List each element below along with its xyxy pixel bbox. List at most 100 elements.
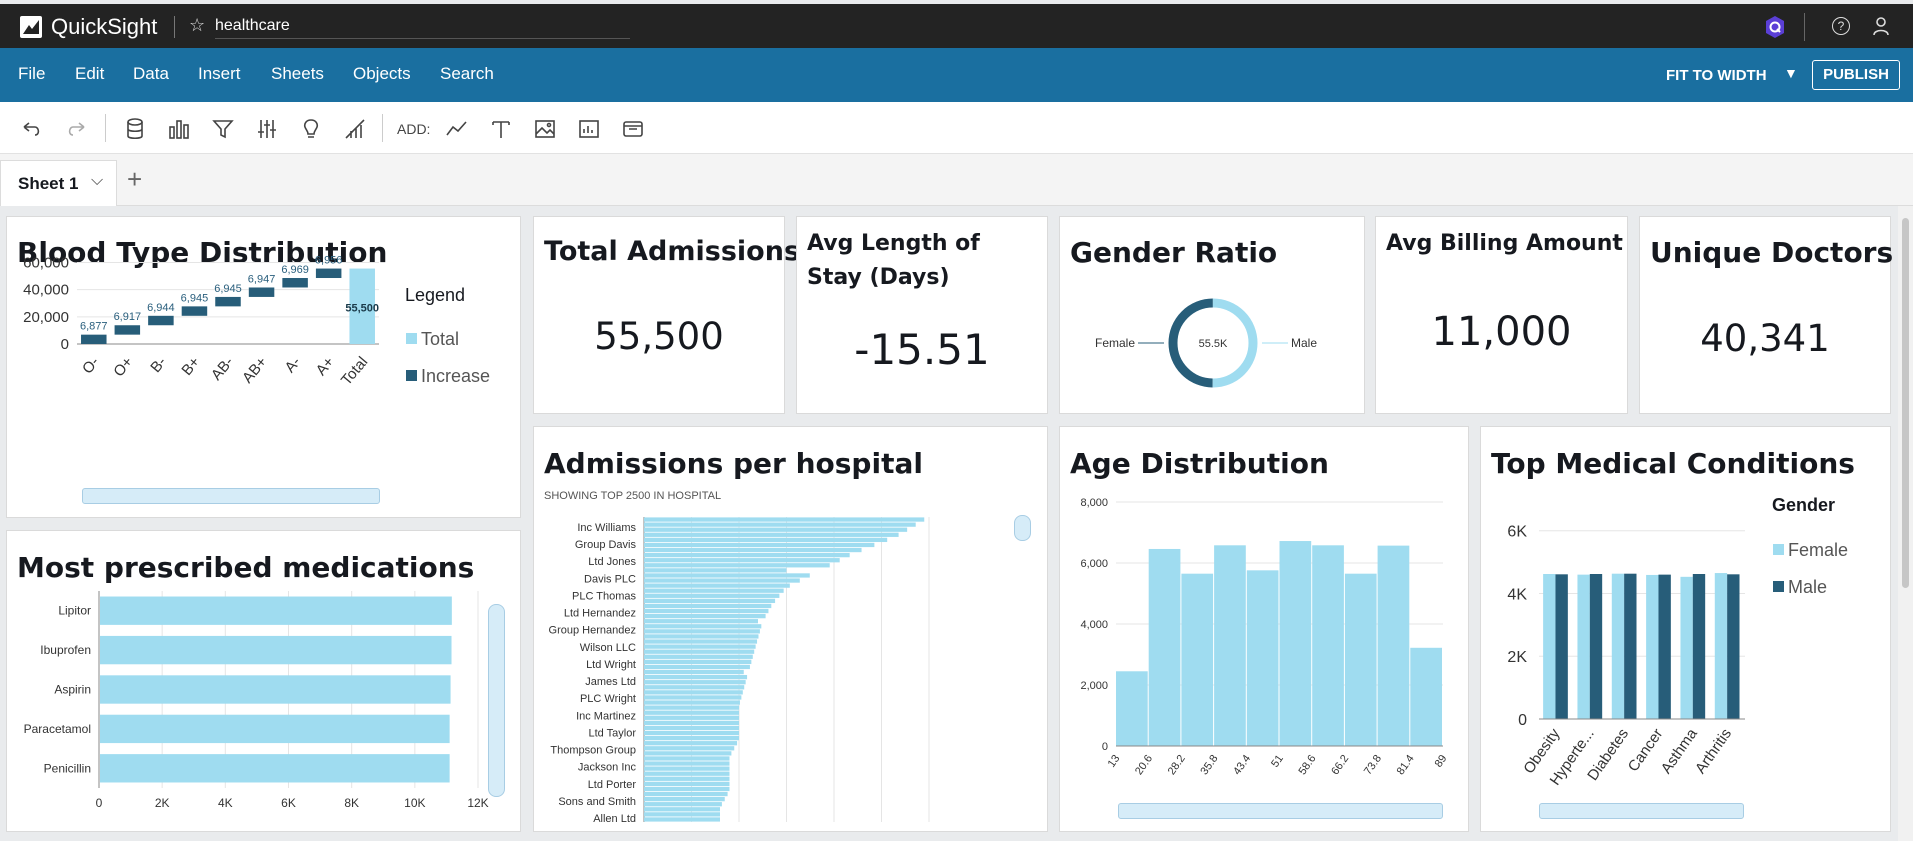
- data-label: 6,877: [80, 321, 108, 333]
- range-slider[interactable]: [1118, 803, 1443, 819]
- insights-icon[interactable]: [298, 116, 324, 142]
- menu-insert[interactable]: Insert: [198, 64, 241, 83]
- kpi-value: 55,500: [594, 315, 724, 358]
- amazon-q-icon[interactable]: [1764, 15, 1786, 39]
- bar: [644, 634, 759, 639]
- data-label: 6,969: [281, 264, 309, 276]
- visual-title: Total Admissions: [544, 236, 801, 267]
- bar: [644, 685, 745, 690]
- analysis-name-input[interactable]: healthcare: [215, 17, 630, 39]
- add-insight-icon[interactable]: [576, 116, 602, 142]
- bar: [644, 674, 748, 680]
- add-embed-icon[interactable]: [620, 116, 646, 142]
- tab-sheet-1[interactable]: Sheet 1 ⌵: [0, 160, 117, 206]
- legend-item-female[interactable]: Female: [1788, 540, 1849, 560]
- app-name[interactable]: QuickSight: [51, 14, 158, 39]
- admissions-per-hospital-visual[interactable]: Admissions per hospital SHOWING TOP 2500…: [533, 426, 1048, 833]
- publish-button[interactable]: PUBLISH: [1812, 60, 1900, 90]
- x-tick-label: 0: [96, 796, 103, 810]
- bar: [1543, 574, 1556, 719]
- scrollbar-thumb[interactable]: [1902, 218, 1909, 588]
- add-sheet-icon[interactable]: +: [127, 164, 143, 194]
- bar: [1611, 573, 1625, 719]
- bar: [644, 644, 756, 649]
- donut-slice: [1168, 298, 1258, 388]
- menu-search[interactable]: Search: [440, 64, 494, 83]
- avg-billing-amount-kpi[interactable]: Avg Billing Amount 11,000: [1375, 216, 1628, 414]
- legend-swatch-total: [406, 333, 417, 344]
- x-tick-label: B+: [178, 353, 203, 378]
- bar: [644, 802, 722, 807]
- menu-file[interactable]: File: [18, 64, 46, 83]
- add-line-chart-icon[interactable]: [444, 116, 470, 142]
- bar: [644, 593, 780, 598]
- add-text-icon[interactable]: [488, 116, 514, 142]
- chevron-down-icon[interactable]: ⌵: [91, 172, 104, 189]
- gender-ratio-visual[interactable]: Gender Ratio 55.5K Female Male: [1059, 216, 1365, 414]
- bar: [644, 735, 739, 741]
- add-label: ADD:: [397, 121, 431, 137]
- bar: [644, 639, 758, 644]
- page-scrollbar[interactable]: [1898, 206, 1913, 841]
- bar: [114, 325, 141, 335]
- quicksight-logo-icon[interactable]: [20, 16, 42, 38]
- bar: [1577, 574, 1590, 719]
- data-label: 6,944: [147, 302, 175, 314]
- user-icon[interactable]: [1872, 16, 1890, 36]
- legend-item-male[interactable]: Male: [1788, 577, 1828, 597]
- bar: [1344, 573, 1377, 746]
- bar: [1148, 548, 1181, 746]
- redo-icon[interactable]: [63, 116, 89, 142]
- chevron-down-icon[interactable]: ▼: [1784, 65, 1798, 81]
- filter-icon[interactable]: [210, 116, 236, 142]
- y-tick-label: Inc Martinez: [576, 710, 636, 722]
- bar: [349, 268, 375, 344]
- parameters-icon[interactable]: [254, 116, 280, 142]
- range-slider[interactable]: [1539, 803, 1744, 819]
- dataset-icon[interactable]: [122, 116, 148, 142]
- fit-to-width-dropdown[interactable]: FIT TO WIDTH: [1666, 67, 1767, 84]
- themes-icon[interactable]: [342, 116, 368, 142]
- bar: [644, 547, 862, 553]
- donut-slice: [1168, 298, 1258, 388]
- x-tick-label: A+: [313, 353, 338, 378]
- legend-item-total[interactable]: Total: [421, 329, 460, 349]
- legend-item-increase[interactable]: Increase: [421, 366, 491, 386]
- y-tick-label: Allen Ltd: [593, 813, 636, 825]
- total-admissions-kpi[interactable]: Total Admissions 55,500: [533, 216, 800, 414]
- menu-edit[interactable]: Edit: [75, 64, 105, 83]
- menu-sheets[interactable]: Sheets: [271, 64, 324, 83]
- legend-title: Gender: [1772, 495, 1836, 515]
- bar: [644, 608, 769, 614]
- visualize-icon[interactable]: [166, 116, 192, 142]
- range-slider[interactable]: [82, 488, 380, 504]
- undo-icon[interactable]: [19, 116, 45, 142]
- medications-visual[interactable]: Most prescribed medications 0 2K 4K 6K 8K 10K…: [6, 530, 521, 832]
- bar: [644, 659, 752, 665]
- help-icon[interactable]: ?: [1832, 17, 1850, 35]
- y-tick-label: Aspirin: [54, 683, 91, 697]
- x-tick-label: 0.02K: [771, 831, 802, 833]
- visual-subtitle: SHOWING TOP 2500 IN HOSPITAL: [544, 490, 722, 502]
- menu-objects[interactable]: Objects: [353, 64, 411, 83]
- bar: [644, 812, 720, 817]
- x-tick-label: 35.8: [1198, 753, 1220, 777]
- top-medical-conditions-visual[interactable]: Top Medical Conditions 0 2K 4K 6K Obesity Hyp…: [1480, 426, 1891, 832]
- y-tick-label: 6K: [1507, 524, 1527, 541]
- avg-length-of-stay-kpi[interactable]: Avg Length of Stay (Days) -15.51: [796, 216, 1048, 414]
- add-image-icon[interactable]: [532, 116, 558, 142]
- vertical-range-slider[interactable]: [488, 604, 505, 797]
- bar: [1692, 574, 1706, 719]
- age-distribution-visual[interactable]: Age Distribution 0 2,000 4,000 6,000 8,000 13…: [1059, 426, 1469, 832]
- bar: [100, 754, 450, 783]
- vertical-range-slider[interactable]: [1014, 515, 1031, 541]
- menu-data[interactable]: Data: [133, 64, 169, 83]
- legend-swatch-female: [1773, 544, 1784, 555]
- bar: [644, 700, 740, 705]
- blood-type-visual[interactable]: Blood Type Distribution 0 20,000 40,000 60,…: [6, 216, 521, 518]
- bar: [644, 771, 730, 776]
- visual-title: Age Distribution: [1070, 447, 1329, 480]
- bar: [644, 552, 850, 558]
- unique-doctors-kpi[interactable]: Unique Doctors 40,341: [1639, 216, 1893, 414]
- star-icon[interactable]: ☆: [189, 15, 206, 35]
